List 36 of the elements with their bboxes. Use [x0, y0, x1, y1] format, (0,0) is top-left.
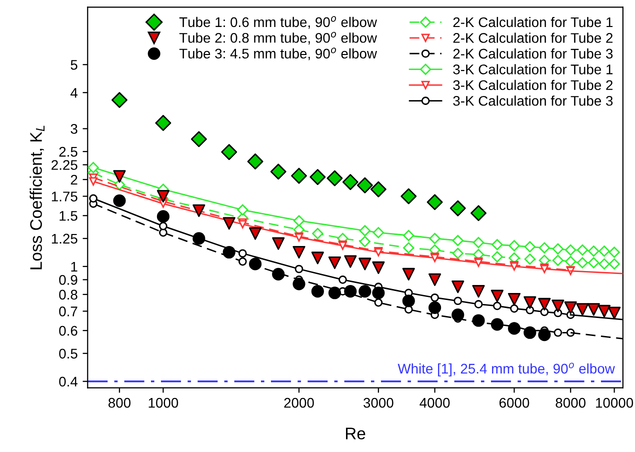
x-tick-label: 1000 [148, 398, 178, 408]
x-tick-label: 6000 [499, 398, 530, 408]
y-tick-label: 0.6 [59, 326, 78, 336]
legend-label: Tube 3: 4.5 mm tube, 90$^{o}$ elbow [179, 48, 378, 60]
y-tick-label: 1.75 [52, 192, 78, 202]
y-tick-label: 1.25 [52, 234, 78, 244]
y-axis-title: Loss Coefficient, K$_{L}$ [30, 126, 45, 270]
y-tick-label: 2.5 [59, 146, 78, 157]
x-tick-label: 4000 [420, 398, 450, 408]
y-tick-label: 0.9 [59, 275, 78, 285]
legend-label: 3-K Calculation for Tube 1 [453, 64, 613, 74]
y-tick-label: 1.5 [60, 211, 78, 221]
legend-label: 3-K Calculation for Tube 2 [453, 80, 613, 90]
x-tick-label: 10000 [596, 398, 634, 408]
x-tick-label: 800 [108, 398, 131, 408]
legend-label: Tube 2: 0.8 mm tube, 90$^{o}$ elbow [179, 32, 378, 44]
legend-label: 2-K Calculation for Tube 3 [453, 48, 613, 59]
legend-label: Tube 1: 0.6 mm tube, 90$^{o}$ elbow [179, 16, 378, 29]
y-tick-label: 4 [70, 88, 78, 98]
y-tick-label: 0.4 [59, 376, 78, 387]
x-tick-label: 3000 [364, 398, 394, 408]
y-tick-label: 0.5 [59, 348, 78, 359]
y-tick-label: 2 [70, 174, 78, 185]
legend-label: 2-K Calculation for Tube 2 [453, 32, 613, 43]
y-tick-label: 2.25 [52, 160, 78, 170]
y-tick-label: 5 [70, 60, 78, 70]
y-tick-label: 1 [71, 262, 78, 272]
x-axis-title: Re [346, 428, 366, 440]
legend-label: 2-K Calculation for Tube 1 [453, 16, 613, 28]
y-tick-label: 0.8 [59, 290, 78, 300]
y-tick-label: 0.7 [59, 306, 78, 316]
y-tick-label: 3 [70, 124, 78, 134]
x-tick-label: 8000 [556, 398, 586, 408]
x-tick-label: 2000 [284, 398, 314, 408]
legend-label: 3-K Calculation for Tube 3 [453, 96, 613, 106]
ref-line-label: White [1], 25.4 mm tube, 90$^{o}$ elbow [398, 362, 615, 376]
